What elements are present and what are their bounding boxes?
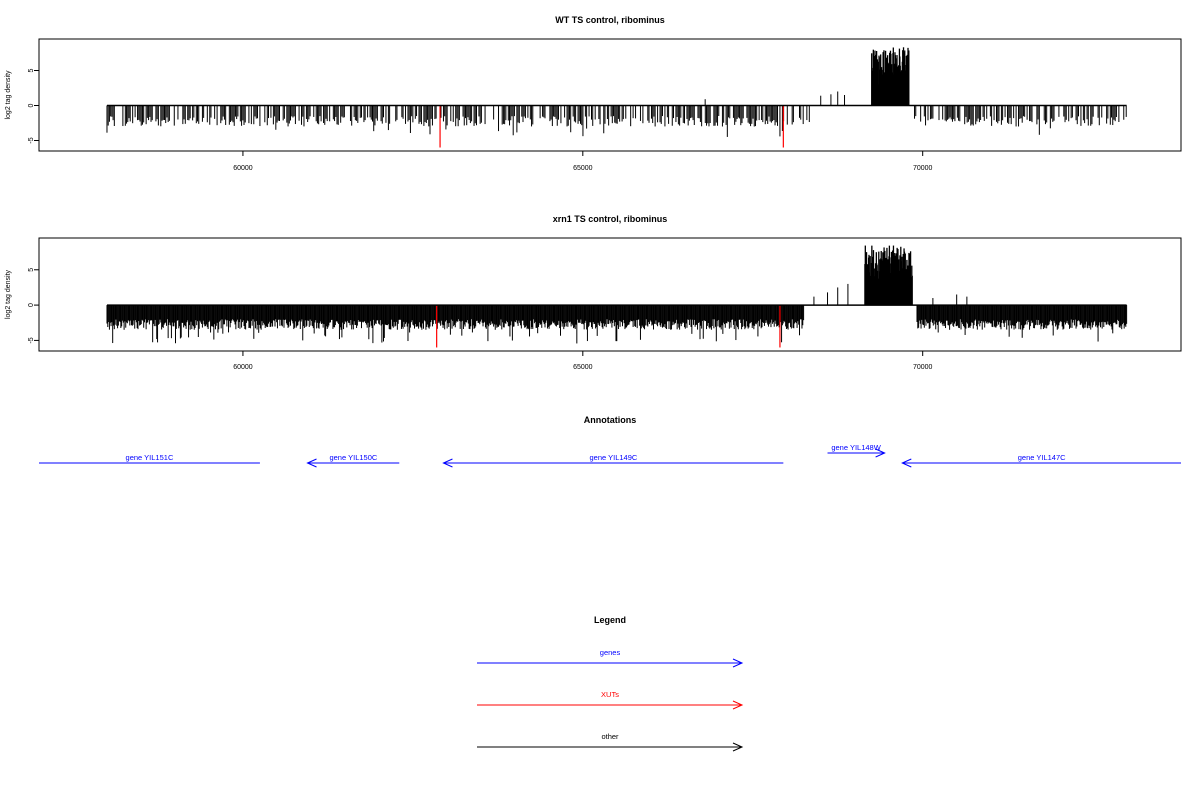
annotations-panel: Annotations gene YIL151C gene YIL150C gene … — [39, 415, 1181, 468]
chart-title: xrn1 TS control, ribominus — [553, 214, 668, 224]
gene-label: gene YIL150C — [329, 453, 377, 462]
legend-label: XUTs — [601, 690, 619, 699]
y-tick-label: 5 — [28, 268, 35, 272]
legend-arrow-head — [732, 658, 744, 668]
y-tick-label: -5 — [28, 137, 35, 143]
legend-arrow-head — [732, 742, 744, 752]
signal-bars — [106, 245, 1128, 348]
track-panel-1: xrn1 TS control, ribominus log2 tag densi… — [5, 214, 1182, 371]
signal-bars — [106, 47, 1127, 148]
legend: Legend genes XUTs other — [477, 615, 744, 752]
chart-title: WT TS control, ribominus — [555, 15, 665, 25]
legend-label: genes — [600, 648, 621, 657]
gene-arrow-head — [901, 458, 912, 468]
gene-label: gene YIL149C — [589, 453, 637, 462]
y-tick-label: -5 — [28, 337, 35, 343]
y-tick-label: 0 — [28, 103, 35, 107]
x-tick-label: 70000 — [913, 364, 933, 371]
plot-frame — [38, 38, 1182, 152]
track-panel-0: WT TS control, ribominus log2 tag density… — [5, 15, 1182, 172]
legend-title: Legend — [594, 615, 626, 625]
gene-label: gene YIL148W — [831, 443, 881, 452]
y-tick-label: 5 — [28, 68, 35, 72]
annotations-title: Annotations — [584, 415, 637, 425]
gene-arrow-head — [306, 458, 317, 468]
y-axis-label: log2 tag density — [5, 269, 12, 319]
x-tick-label: 65000 — [573, 165, 593, 172]
x-tick-label: 60000 — [233, 165, 253, 172]
y-tick-label: 0 — [28, 303, 35, 307]
gene-label: gene YIL147C — [1018, 453, 1066, 462]
x-tick-label: 70000 — [913, 165, 933, 172]
legend-label: other — [601, 732, 619, 741]
gene-arrow-head — [442, 458, 453, 468]
gene-arrow-head — [875, 448, 886, 458]
y-axis-label: log2 tag density — [5, 70, 12, 120]
gene-label: gene YIL151C — [126, 453, 174, 462]
x-tick-label: 60000 — [233, 364, 253, 371]
legend-arrow-head — [732, 700, 744, 710]
x-tick-label: 65000 — [573, 364, 593, 371]
plot-frame — [38, 237, 1182, 352]
